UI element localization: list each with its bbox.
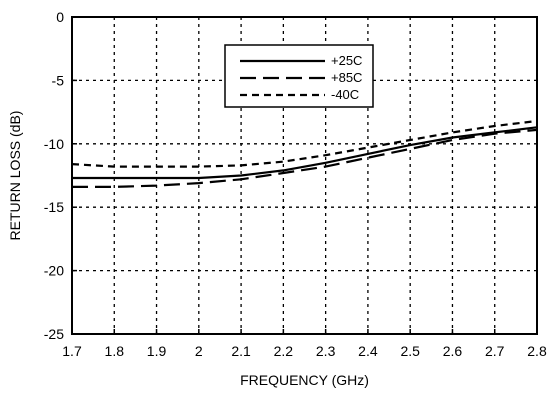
series-line-1 — [72, 126, 538, 180]
x-tick-label: 2 — [195, 343, 203, 359]
plot-frame — [71, 16, 538, 335]
series-line-3 — [71, 119, 538, 168]
legend-label-3: -40C — [331, 87, 359, 102]
y-tick-label: -20 — [44, 263, 64, 279]
x-tick-label: 1.7 — [62, 343, 82, 359]
y-tick-label: 0 — [56, 9, 64, 25]
y-tick-label: -5 — [52, 72, 65, 88]
x-tick-label: 2.6 — [443, 343, 463, 359]
x-tick-label: 2.1 — [231, 343, 251, 359]
x-axis-title: FREQUENCY (GHz) — [240, 372, 369, 388]
y-axis-title: RETURN LOSS (dB) — [7, 111, 23, 241]
x-tick-label: 2.5 — [400, 343, 420, 359]
y-tick-label: -10 — [44, 136, 64, 152]
legend-box — [224, 44, 374, 108]
x-tick-label: 1.8 — [105, 343, 125, 359]
legend-label-2: +85C — [331, 70, 362, 85]
y-tick-label: -25 — [44, 326, 64, 342]
x-tick-label: 2.2 — [274, 343, 294, 359]
series-line-2 — [72, 128, 538, 188]
legend-label-1: +25C — [331, 53, 362, 68]
x-tick-label: 2.3 — [316, 343, 336, 359]
x-tick-label: 2.4 — [358, 343, 378, 359]
x-tick-label: 2.7 — [485, 343, 505, 359]
x-tick-label: 1.9 — [147, 343, 167, 359]
x-tick-label: 2.8 — [527, 343, 547, 359]
y-tick-label: -15 — [44, 199, 64, 215]
